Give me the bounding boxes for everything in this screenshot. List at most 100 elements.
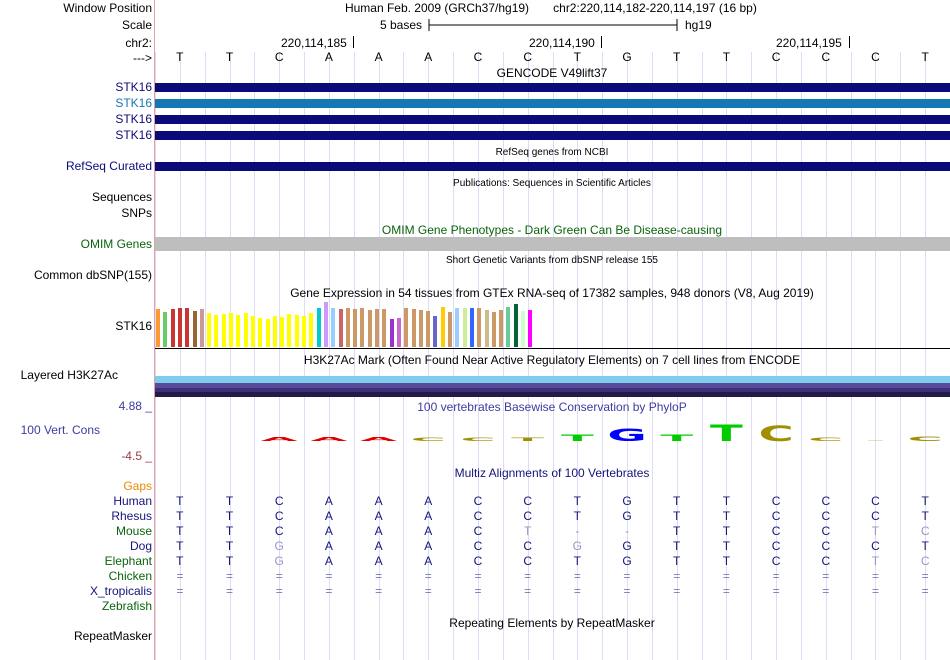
phylop-base: C (758, 422, 793, 446)
dbsnp-track-label[interactable]: Common dbSNP(155) (33, 268, 152, 282)
gtex-track-label[interactable]: STK16 (115, 319, 152, 333)
repeatmasker-track-label[interactable]: RepeatMasker (73, 629, 152, 643)
gtex-tissue-bar[interactable] (163, 312, 168, 347)
refseq-track-label[interactable]: RefSeq Curated (65, 159, 152, 173)
gtex-tissue-bar[interactable] (338, 309, 343, 347)
gtex-tissue-bar[interactable] (353, 309, 358, 347)
cons-max-label: 4.88 _ (118, 399, 152, 413)
gtex-tissue-bar[interactable] (331, 308, 336, 347)
alignment-base: A (324, 509, 333, 523)
gtex-tissue-bar[interactable] (323, 302, 328, 347)
phylop-base: - (866, 439, 886, 441)
gtex-tissue-bar[interactable] (280, 317, 285, 347)
gtex-tissue-bar[interactable] (455, 308, 460, 347)
gtex-tissue-bar[interactable] (404, 308, 409, 347)
snps-track-label[interactable]: SNPs (121, 206, 152, 220)
gencode-track-label[interactable]: STK16 (115, 112, 152, 126)
refseq-gene[interactable] (155, 162, 950, 171)
gencode-track-label[interactable]: STK16 (115, 128, 152, 142)
gtex-tissue-bar[interactable] (462, 308, 467, 347)
gtex-tissue-bar[interactable] (426, 311, 431, 347)
alignment-base: A (424, 509, 433, 523)
label-divider (154, 0, 155, 660)
gtex-expression-chart[interactable] (155, 300, 950, 347)
gtex-tissue-bar[interactable] (177, 308, 182, 347)
gencode-track-label[interactable]: STK16 (115, 96, 152, 110)
gtex-tissue-bar[interactable] (513, 304, 518, 347)
base-letter: C (274, 50, 284, 64)
h3k27ac-signal[interactable] (155, 376, 950, 383)
gtex-tissue-bar[interactable] (367, 310, 372, 347)
gtex-tissue-bar[interactable] (440, 307, 445, 347)
gtex-tissue-bar[interactable] (360, 308, 365, 347)
gencode-transcript[interactable] (155, 83, 950, 92)
gencode-title: GENCODE V49lift37 (496, 66, 608, 80)
gtex-tissue-bar[interactable] (396, 318, 401, 347)
gtex-tissue-bar[interactable] (528, 310, 533, 347)
base-letter: C (523, 50, 532, 64)
gtex-tissue-bar[interactable] (214, 315, 219, 347)
gtex-tissue-bar[interactable] (185, 308, 190, 347)
h3k27ac-signal[interactable] (155, 392, 950, 397)
gtex-tissue-bar[interactable] (236, 315, 241, 347)
gtex-tissue-bar[interactable] (491, 312, 496, 347)
gtex-tissue-bar[interactable] (389, 319, 394, 347)
gtex-tissue-bar[interactable] (258, 318, 263, 347)
sequences-track-label[interactable]: Sequences (91, 190, 152, 204)
gtex-tissue-bar[interactable] (250, 316, 255, 347)
omim-gene-bar[interactable] (155, 237, 950, 251)
gaps-label: Gaps (123, 479, 152, 493)
gtex-tissue-bar[interactable] (287, 314, 292, 347)
alignment-base: - (625, 524, 630, 538)
alignment-base: C (771, 509, 781, 523)
gencode-transcript[interactable] (155, 131, 950, 140)
alignment-base: A (324, 539, 333, 553)
omim-track-label[interactable]: OMIM Genes (80, 237, 152, 251)
gtex-tissue-bar[interactable] (345, 308, 350, 347)
gtex-tissue-bar[interactable] (469, 308, 474, 347)
alignment-base: T (573, 509, 582, 523)
gtex-tissue-bar[interactable] (382, 309, 387, 347)
cons-track-label[interactable]: 100 Vert. Cons (20, 423, 100, 437)
gtex-tissue-bar[interactable] (477, 308, 482, 347)
gtex-tissue-bar[interactable] (265, 319, 270, 347)
gencode-transcript[interactable] (155, 115, 950, 124)
gtex-tissue-bar[interactable] (294, 315, 299, 347)
gtex-tissue-bar[interactable] (170, 309, 175, 347)
gencode-transcript[interactable] (155, 99, 950, 108)
track-label-panel: Window Position Scale chr2: ---> STK16 S… (0, 0, 154, 660)
gtex-tissue-bar[interactable] (521, 311, 525, 347)
gtex-tissue-bar[interactable] (418, 310, 423, 347)
gtex-tissue-bar[interactable] (243, 313, 248, 347)
gtex-tissue-bar[interactable] (499, 310, 504, 347)
gtex-tissue-bar[interactable] (484, 310, 489, 347)
h3k27ac-signal[interactable] (155, 383, 950, 388)
alignment-base: = (772, 569, 780, 583)
gtex-tissue-bar[interactable] (302, 316, 306, 347)
gtex-tissue-bar[interactable] (375, 309, 379, 347)
browser-image[interactable]: Human Feb. 2009 (GRCh37/hg19) chr2:220,1… (155, 0, 950, 660)
gtex-tissue-bar[interactable] (229, 313, 233, 347)
alignment-base: T (176, 554, 184, 568)
gtex-tissue-bar[interactable] (448, 312, 452, 347)
gtex-tissue-bar[interactable] (506, 307, 511, 347)
gtex-tissue-bar[interactable] (272, 316, 277, 347)
h3k27ac-track-label[interactable]: Layered H3K27Ac (20, 368, 118, 382)
gtex-tissue-bar[interactable] (433, 316, 438, 347)
alignment-base: C (274, 524, 284, 538)
gtex-tissue-bar[interactable] (156, 309, 160, 347)
h3k27ac-signal[interactable] (155, 388, 950, 392)
gtex-tissue-bar[interactable] (221, 314, 226, 347)
gtex-tissue-bar[interactable] (309, 313, 314, 347)
alignment-base: C (473, 509, 483, 523)
phylop-base: A (360, 436, 398, 442)
gtex-tissue-bar[interactable] (199, 309, 204, 347)
gtex-tissue-bar[interactable] (192, 311, 197, 347)
gtex-tissue-bar[interactable] (207, 313, 212, 347)
phylop-base: A (310, 436, 348, 442)
alignment-base: = (623, 569, 631, 583)
gtex-tissue-bar[interactable] (316, 308, 321, 347)
gtex-tissue-bar[interactable] (411, 309, 416, 347)
gencode-track-label[interactable]: STK16 (115, 80, 152, 94)
